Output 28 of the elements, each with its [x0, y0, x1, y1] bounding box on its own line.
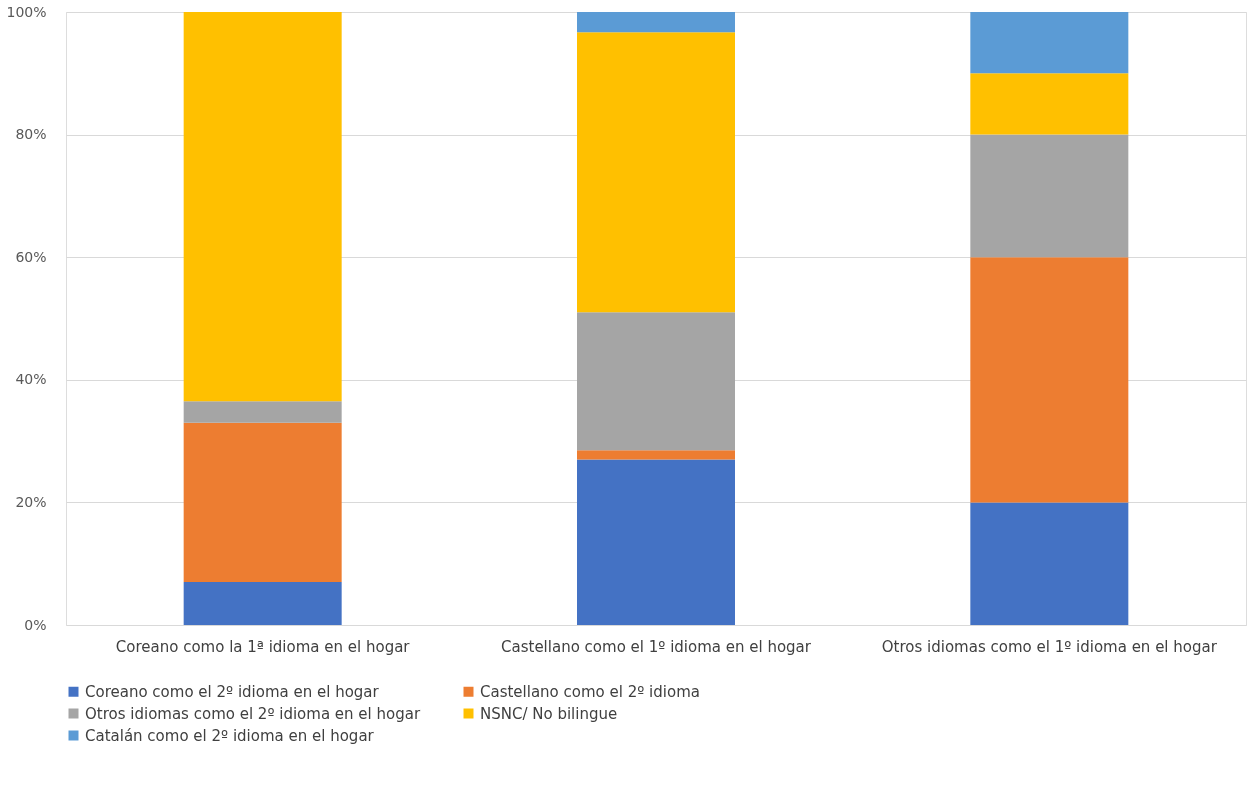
legend-label: Castellano como el 2º idioma — [480, 682, 700, 701]
bar — [183, 582, 342, 625]
bar — [970, 134, 1129, 258]
x-tick-label: Otros idiomas como el 1º idioma en el hogar — [881, 637, 1218, 656]
y-tick-label: 20% — [15, 493, 47, 510]
legend-label: Otros idiomas como el 2º idioma en el hogar — [85, 704, 421, 723]
bar — [183, 422, 342, 583]
y-tick-label: 100% — [6, 3, 47, 20]
bar — [183, 12, 342, 402]
y-tick-label: 60% — [15, 248, 47, 265]
y-tick-label: 0% — [24, 616, 47, 633]
y-tick-label: 80% — [15, 126, 47, 143]
bar — [577, 32, 735, 313]
bar — [183, 401, 342, 423]
bar — [970, 73, 1129, 135]
x-tick-label: Castellano como el 1º idioma en el hogar — [501, 637, 812, 656]
bar — [577, 450, 735, 460]
bar — [970, 12, 1129, 74]
x-tick-label: Coreano como la 1ª idioma en el hogar — [115, 637, 411, 656]
bar — [970, 257, 1129, 503]
bar — [577, 312, 735, 451]
legend-label: NSNC/ No bilingue — [480, 704, 618, 723]
bar — [577, 12, 735, 33]
bar — [577, 459, 735, 625]
legend-label: Coreano como el 2º idioma en el hogar — [85, 682, 380, 701]
y-tick-label: 40% — [15, 371, 47, 388]
legend-label: Catalán como el 2º idioma en el hogar — [85, 726, 375, 745]
bar — [970, 502, 1129, 625]
